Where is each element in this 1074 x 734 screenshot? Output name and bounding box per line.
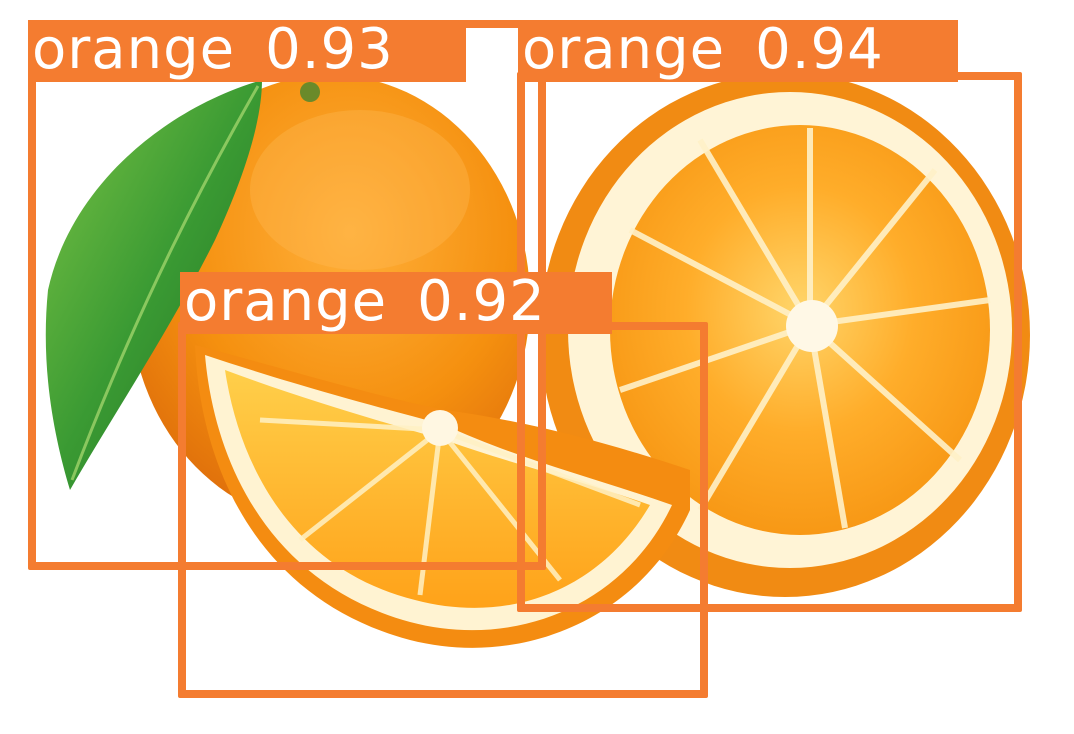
detection-score: 0.92 (417, 269, 546, 334)
detection-score: 0.94 (755, 17, 884, 82)
detection-class: orange (32, 17, 236, 82)
detection-label-3: orange 0.92 (180, 272, 612, 334)
leaf (45, 80, 263, 490)
detection-box-3 (178, 322, 708, 698)
detection-label-1: orange 0.93 (28, 20, 466, 82)
detection-score: 0.93 (265, 17, 394, 82)
detection-class: orange (522, 17, 726, 82)
detection-label-2: orange 0.94 (518, 20, 958, 82)
detection-class: orange (184, 269, 388, 334)
